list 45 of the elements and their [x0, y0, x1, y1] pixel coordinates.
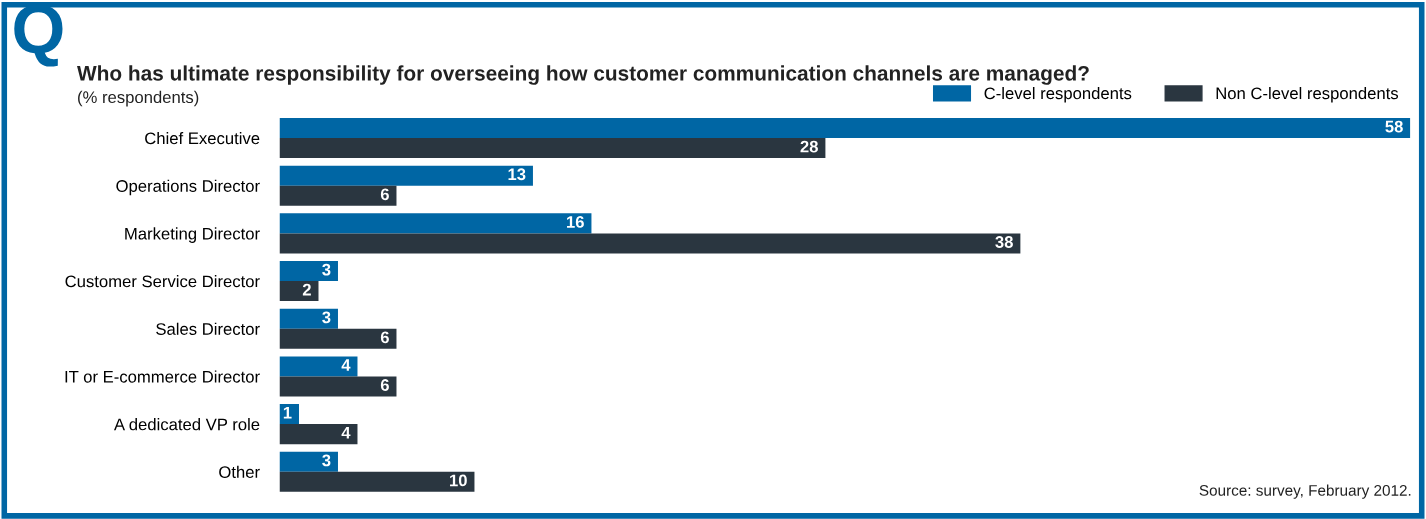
y-tick-label: Marketing Director — [125, 227, 260, 243]
data-label: 1 — [283, 406, 292, 419]
y-tick-label: Chief Executive — [145, 131, 260, 145]
bar — [279, 424, 358, 445]
data-label: 10 — [450, 474, 467, 487]
bar — [279, 185, 397, 206]
bar — [279, 376, 397, 397]
data-label: 58 — [1385, 120, 1403, 133]
data-label: 3 — [322, 263, 331, 276]
data-label: 16 — [567, 216, 584, 228]
data-label: 13 — [508, 168, 526, 181]
bar — [279, 328, 397, 349]
bar — [279, 165, 533, 186]
text: Q — [14, 4, 63, 67]
text: (% respondents) — [78, 90, 199, 107]
data-label: 38 — [995, 236, 1013, 248]
bar — [279, 261, 338, 282]
chart-title: Who has ultimate responsibility for overseeing how customer communication channels are managed? — [77, 65, 1089, 85]
y-tick-label: Operations Director — [116, 179, 260, 196]
data-label: 3 — [322, 454, 331, 467]
data-label: 3 — [322, 311, 331, 324]
y-tick-label: Customer Service Director — [65, 275, 260, 288]
bar — [279, 308, 338, 329]
legend-label: C-level respondents — [984, 86, 1132, 103]
data-label: 6 — [380, 331, 389, 344]
data-label: 4 — [341, 426, 351, 439]
bar — [279, 356, 358, 377]
y-tick-label: Sales Director — [156, 322, 260, 335]
legend-label: Non C-level respondents — [1216, 86, 1399, 103]
y-tick-label: Other — [219, 465, 260, 479]
data-label: 6 — [380, 379, 389, 391]
annotation: Source: survey, February 2012. — [1199, 484, 1411, 499]
bar — [279, 138, 826, 159]
data-label: 28 — [800, 140, 818, 153]
bar — [279, 451, 338, 472]
data-label: 2 — [302, 283, 311, 296]
bar — [279, 233, 1021, 254]
data-label: 4 — [341, 359, 351, 371]
bar — [279, 471, 475, 492]
y-tick-label: IT or E-commerce Director — [65, 370, 260, 383]
bar — [279, 213, 592, 234]
bar — [279, 281, 319, 302]
data-label: 6 — [380, 188, 389, 201]
y-tick-label: A dedicated VP role — [113, 418, 260, 431]
bar — [279, 117, 1411, 139]
